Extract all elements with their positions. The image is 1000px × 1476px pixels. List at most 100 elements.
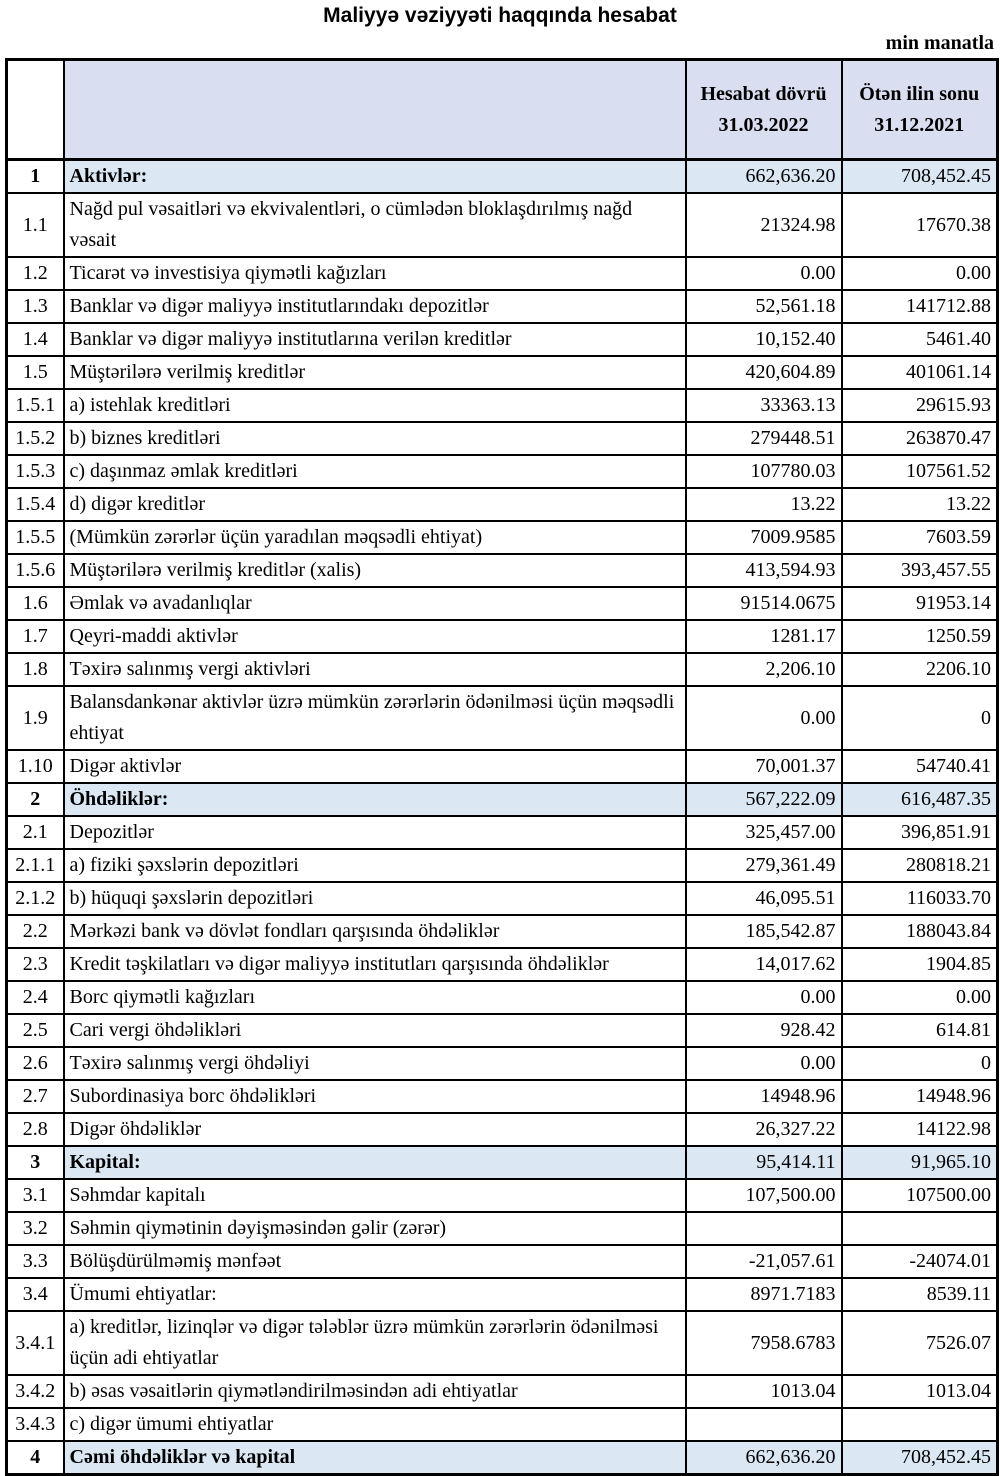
row-number-cell: 2.3	[5, 947, 65, 982]
description-cell: Cari vergi öhdəlikləri	[62, 1013, 687, 1048]
table-row: 1.9 Balansdankənar aktivlər üzrə mümkün z…	[5, 685, 999, 751]
previous-period-cell: 1250.59	[840, 619, 999, 654]
description-cell: Depozitlər	[62, 815, 687, 850]
previous-period-cell: 107561.52	[840, 454, 999, 489]
table-row: 3.4.3 c) digər ümumi ehtiyatlar	[5, 1407, 999, 1442]
description-cell: Mərkəzi bank və dövlət fondları qarşısın…	[62, 914, 687, 949]
table-body: 1 Aktivlər: 662,636.20 708,452.45 1.1 Nağd pu…	[5, 158, 999, 1476]
previous-period-cell: 91,965.10	[840, 1145, 999, 1180]
table-row: 1.8 Təxirə salınmış vergi aktivləri 2,206.…	[5, 652, 999, 687]
current-period-cell: 0.00	[684, 685, 843, 751]
current-period-cell	[684, 1407, 843, 1442]
current-period-cell: 0.00	[684, 256, 843, 291]
row-number-cell: 2	[5, 782, 65, 817]
row-number-cell: 1.4	[5, 322, 65, 357]
table-row: 1.6 Əmlak və avadanlıqlar 91514.0675 91953.…	[5, 586, 999, 621]
section-row: 4 Cəmi öhdəliklər və kapital 662,636.20 708…	[5, 1440, 999, 1476]
row-number-cell: 3.1	[5, 1178, 65, 1213]
description-cell: b) biznes kreditləri	[62, 421, 687, 456]
description-cell: (Mümkün zərərlər üçün yaradılan məqsədli…	[62, 520, 687, 555]
previous-period-cell: 188043.84	[840, 914, 999, 949]
previous-period-cell: 107500.00	[840, 1178, 999, 1213]
row-number-cell: 1.10	[5, 749, 65, 784]
section-row: 3 Kapital: 95,414.11 91,965.10	[5, 1145, 999, 1180]
previous-period-cell: 141712.88	[840, 289, 999, 324]
row-number-cell: 2.8	[5, 1112, 65, 1147]
row-number-cell: 1	[5, 158, 65, 194]
row-number-cell: 1.5.1	[5, 388, 65, 423]
current-period-cell: 7009.9585	[684, 520, 843, 555]
current-period-date: 31.03.2022	[718, 113, 809, 136]
table-row: 1.5 Müştərilərə verilmiş kreditlər 420,604…	[5, 355, 999, 390]
current-period-cell: 325,457.00	[684, 815, 843, 850]
unit-note: min manatla	[885, 32, 994, 54]
table-row: 2.1.1 a) fiziki şəxslərin depozitləri 279,…	[5, 848, 999, 883]
financial-statement-page: { "page": { "title": "Maliyyə vəziyyəti …	[5, 4, 999, 1476]
previous-period-cell: 1013.04	[840, 1374, 999, 1409]
previous-period-cell: 17670.38	[840, 192, 999, 258]
current-period-cell: 420,604.89	[684, 355, 843, 390]
table-row: 1.3 Banklar və digər maliyyə institutları…	[5, 289, 999, 324]
table-row: 3.3 Bölüşdürülməmiş mənfəət -21,057.61 -240…	[5, 1244, 999, 1279]
previous-period-cell: 13.22	[840, 487, 999, 522]
previous-period-cell: 263870.47	[840, 421, 999, 456]
description-cell: Subordinasiya borc öhdəlikləri	[62, 1079, 687, 1114]
current-period-cell: 14,017.62	[684, 947, 843, 982]
table-row: 1.5.1 a) istehlak kreditləri 33363.13 29615…	[5, 388, 999, 423]
table-row: 1.5.2 b) biznes kreditləri 279448.51 263870…	[5, 421, 999, 456]
previous-period-cell: 616,487.35	[840, 782, 999, 817]
current-period-cell: 662,636.20	[684, 1440, 843, 1476]
previous-period-cell: 1904.85	[840, 947, 999, 982]
description-cell: Müştərilərə verilmiş kreditlər (xalis)	[62, 553, 687, 588]
table-row: 3.4.2 b) əsas vəsaitlərin qiymətləndirilm…	[5, 1374, 999, 1409]
previous-period-cell: 396,851.91	[840, 815, 999, 850]
description-cell: Banklar və digər maliyyə institutlarında…	[62, 289, 687, 324]
description-cell: Ümumi ehtiyatlar:	[62, 1277, 687, 1312]
row-number-cell: 3.4.3	[5, 1407, 65, 1442]
current-period-cell: 185,542.87	[684, 914, 843, 949]
current-period-cell: 413,594.93	[684, 553, 843, 588]
current-period-cell: 107780.03	[684, 454, 843, 489]
table-row: 3.2 Səhmin qiymətinin dəyişməsindən gəlir…	[5, 1211, 999, 1246]
description-cell: Banklar və digər maliyyə institutlarına …	[62, 322, 687, 357]
table-row: 3.4 Ümumi ehtiyatlar: 8971.7183 8539.11	[5, 1277, 999, 1312]
row-number-cell: 2.6	[5, 1046, 65, 1081]
description-cell: Səhmin qiymətinin dəyişməsindən gəlir (z…	[62, 1211, 687, 1246]
row-number-cell: 4	[5, 1440, 65, 1476]
table-row: 1.5.4 d) digər kreditlər 13.22 13.22	[5, 487, 999, 522]
current-period-cell: 567,222.09	[684, 782, 843, 817]
description-cell: c) daşınmaz əmlak kreditləri	[62, 454, 687, 489]
previous-period-cell: 116033.70	[840, 881, 999, 916]
previous-period-cell: 0	[840, 685, 999, 751]
table-row: 2.7 Subordinasiya borc öhdəlikləri 14948.9…	[5, 1079, 999, 1114]
table-row: 2.3 Kredit təşkilatları və digər maliyyə …	[5, 947, 999, 982]
table-row: 2.6 Təxirə salınmış vergi öhdəliyi 0.00 0	[5, 1046, 999, 1081]
current-period-cell: 0.00	[684, 980, 843, 1015]
row-number-cell: 1.7	[5, 619, 65, 654]
row-number-cell: 2.1.1	[5, 848, 65, 883]
row-number-cell: 3.2	[5, 1211, 65, 1246]
previous-period-cell: 0.00	[840, 980, 999, 1015]
row-number-cell: 1.2	[5, 256, 65, 291]
row-number-cell: 3.4.2	[5, 1374, 65, 1409]
current-period-cell: 0.00	[684, 1046, 843, 1081]
previous-period-cell: 7526.07	[840, 1310, 999, 1376]
row-number-cell: 1.8	[5, 652, 65, 687]
previous-period-cell: 14122.98	[840, 1112, 999, 1147]
row-number-cell: 1.5.5	[5, 520, 65, 555]
description-cell: b) əsas vəsaitlərin qiymətləndirilməsind…	[62, 1374, 687, 1409]
row-number-cell: 1.5.6	[5, 553, 65, 588]
table-row: 3.1 Səhmdar kapitalı 107,500.00 107500.00	[5, 1178, 999, 1213]
row-number-cell: 2.1.2	[5, 881, 65, 916]
description-cell: Digər öhdəliklər	[62, 1112, 687, 1147]
current-period-cell: 279,361.49	[684, 848, 843, 883]
description-cell: b) hüquqi şəxslərin depozitləri	[62, 881, 687, 916]
financial-statement-table: Hesabat dövrü 31.03.2022 Ötən ilin sonu …	[5, 58, 999, 1476]
row-number-cell: 3	[5, 1145, 65, 1180]
header-row: Hesabat dövrü 31.03.2022 Ötən ilin sonu …	[5, 58, 999, 161]
current-period-cell: 107,500.00	[684, 1178, 843, 1213]
table-row: 1.2 Ticarət və investisiya qiymətli kağız…	[5, 256, 999, 291]
row-number-cell: 1.5.4	[5, 487, 65, 522]
row-number-cell: 1.5	[5, 355, 65, 390]
previous-period-cell	[840, 1211, 999, 1246]
